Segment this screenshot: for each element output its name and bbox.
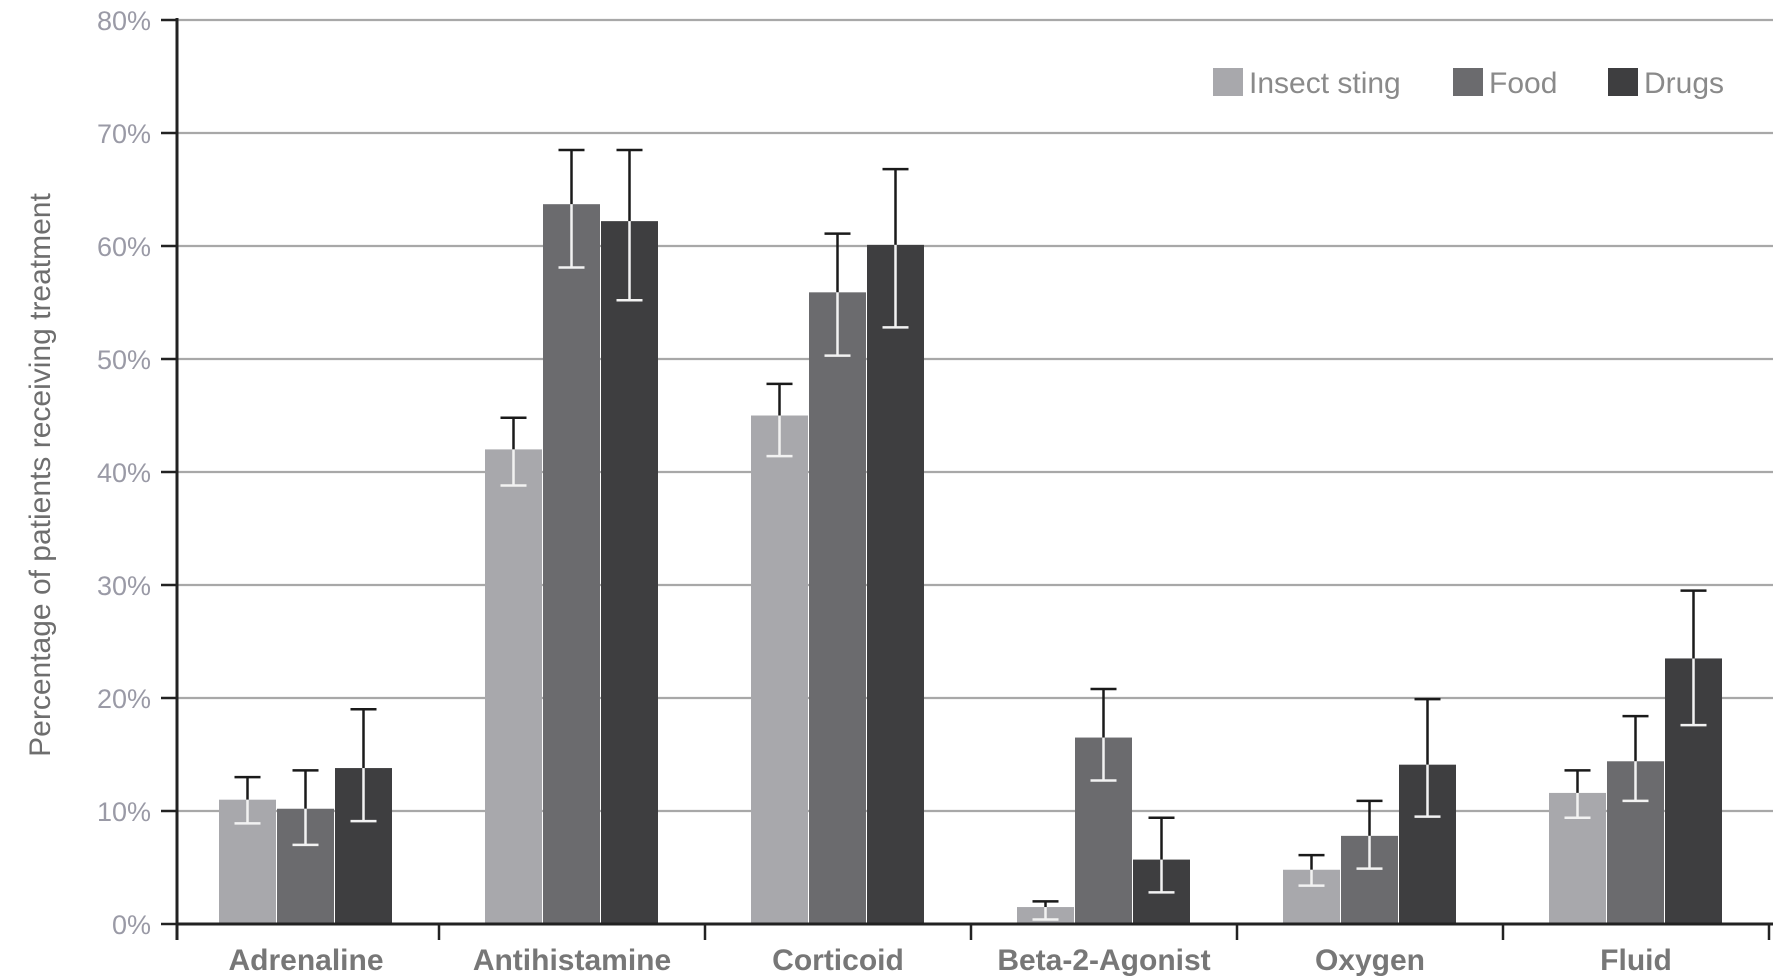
axes: [161, 18, 1773, 940]
x-category-label: Corticoid: [772, 944, 904, 977]
legend-label: Food: [1489, 67, 1557, 100]
bar: [809, 292, 866, 925]
x-category-label: Antihistamine: [473, 944, 671, 977]
y-tick-label: 30%: [97, 571, 151, 601]
x-category-label: Fluid: [1600, 944, 1672, 977]
y-tick-label: 60%: [97, 232, 151, 262]
x-category-label: Adrenaline: [228, 944, 383, 977]
y-tick-label: 20%: [97, 684, 151, 714]
legend-swatch: [1213, 68, 1243, 96]
x-category-label: Oxygen: [1315, 944, 1425, 977]
y-tick-label: 40%: [97, 458, 151, 488]
y-tick-label: 50%: [97, 345, 151, 375]
gridlines: [177, 18, 1773, 813]
bar: [543, 204, 600, 924]
x-category-label: Beta-2-Agonist: [997, 944, 1210, 977]
bar: [751, 415, 808, 924]
y-tick-labels: 0% 10% 20% 30% 40% 50% 60% 70% 80%: [97, 6, 151, 940]
bar: [485, 449, 542, 924]
legend-label: Insect sting: [1249, 67, 1401, 100]
legend-swatch: [1453, 68, 1483, 96]
x-category-labels: Adrenaline Antihistamine Corticoid Beta-2-A…: [228, 944, 1671, 977]
y-tick-label: 80%: [97, 6, 151, 36]
y-axis-label: Percentage of patients receiving treatme…: [24, 193, 57, 757]
legend-swatch: [1608, 68, 1638, 96]
bar: [867, 244, 924, 924]
bars-layer: [219, 148, 1722, 925]
y-tick-label: 0%: [112, 910, 151, 940]
y-tick-label: 10%: [97, 797, 151, 827]
legend: Insect sting Food Drugs: [1213, 67, 1724, 100]
legend-label: Drugs: [1644, 67, 1724, 100]
y-tick-label: 70%: [97, 119, 151, 149]
bar: [601, 221, 658, 924]
